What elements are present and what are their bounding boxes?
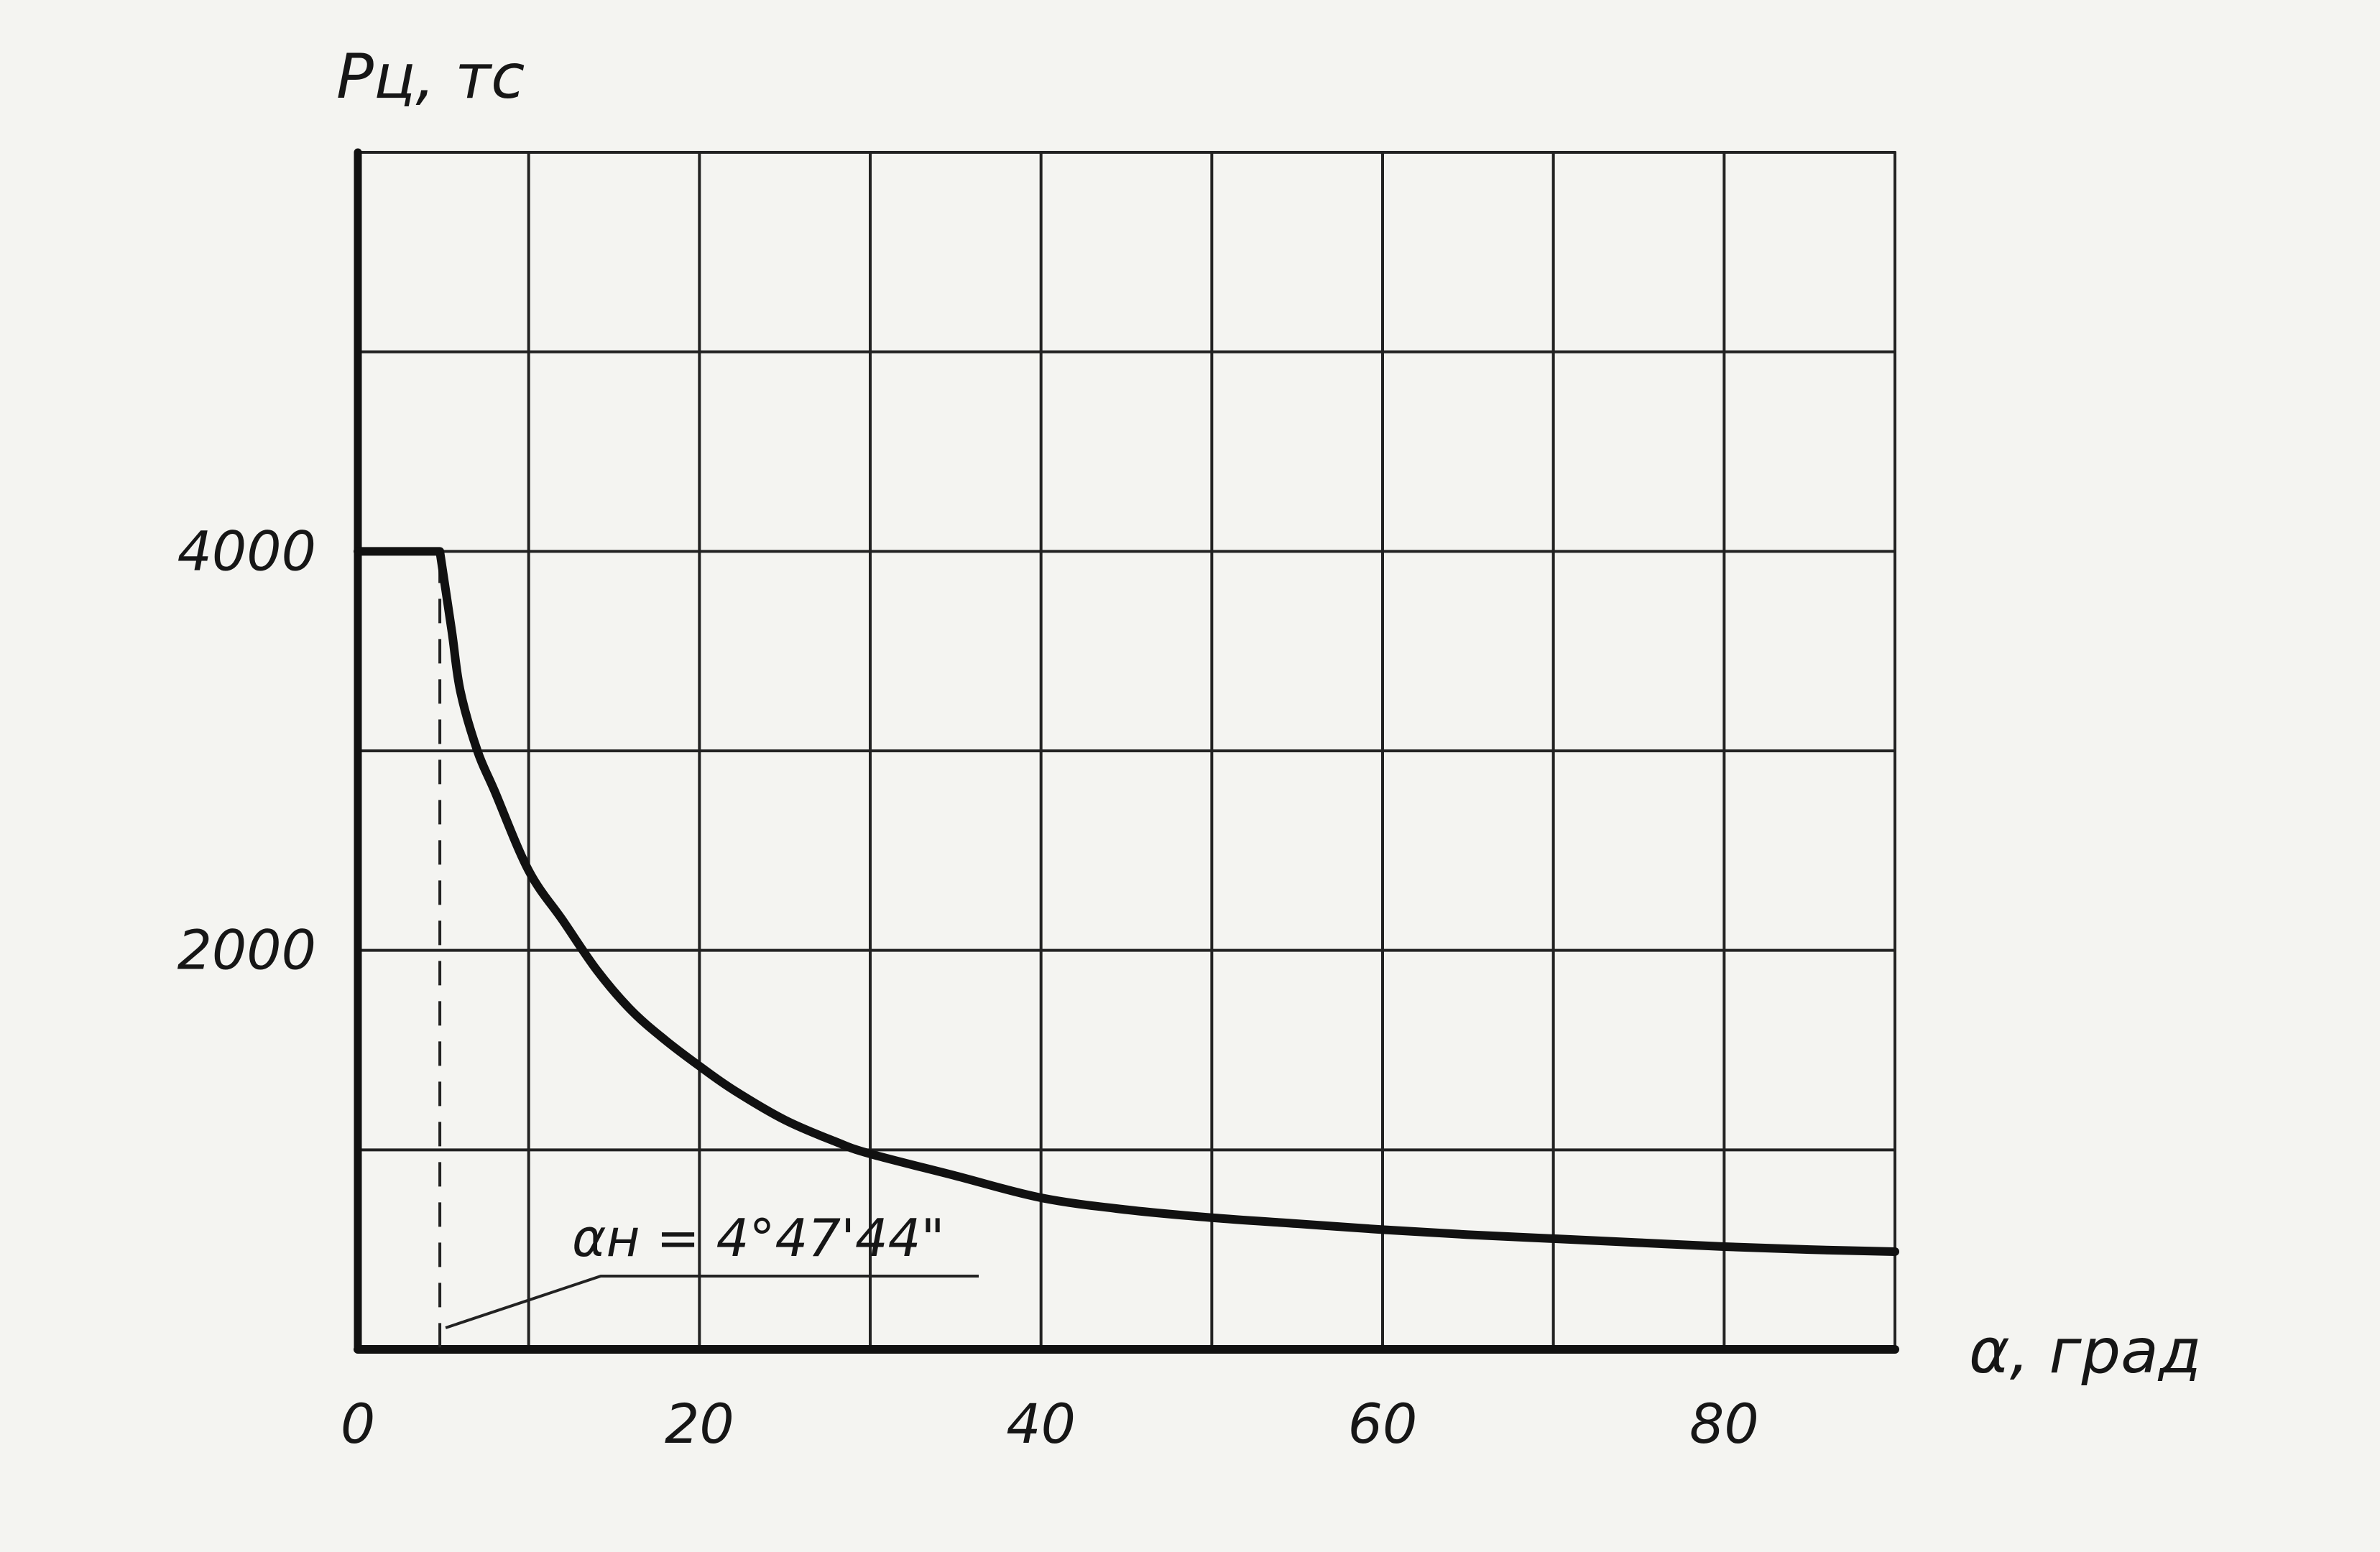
x-tick-label: 60 bbox=[1348, 1392, 1418, 1456]
alpha-n-annotation: αн = 4°47'44" bbox=[572, 1208, 945, 1268]
x-axis-label: α, град bbox=[1969, 1316, 2201, 1387]
y-tick-label: 2000 bbox=[177, 918, 316, 982]
y-tick-label: 4000 bbox=[177, 519, 316, 583]
series bbox=[354, 547, 1899, 1349]
x-tick-label: 20 bbox=[665, 1392, 734, 1456]
x-tick-label: 0 bbox=[341, 1392, 375, 1456]
y-axis-label: Pц, тс bbox=[336, 41, 525, 113]
x-tick-label: 80 bbox=[1689, 1392, 1759, 1456]
grid bbox=[356, 151, 1896, 1351]
annotation-leader-line bbox=[445, 1275, 979, 1329]
axes bbox=[354, 148, 1899, 1354]
labels: 0 20 40 60 80 2000 4000 Pц, тс α, град αн = 4°47'… bbox=[177, 41, 2202, 1456]
x-tick-label: 40 bbox=[1006, 1392, 1076, 1456]
series-line-0 bbox=[354, 547, 1899, 1256]
